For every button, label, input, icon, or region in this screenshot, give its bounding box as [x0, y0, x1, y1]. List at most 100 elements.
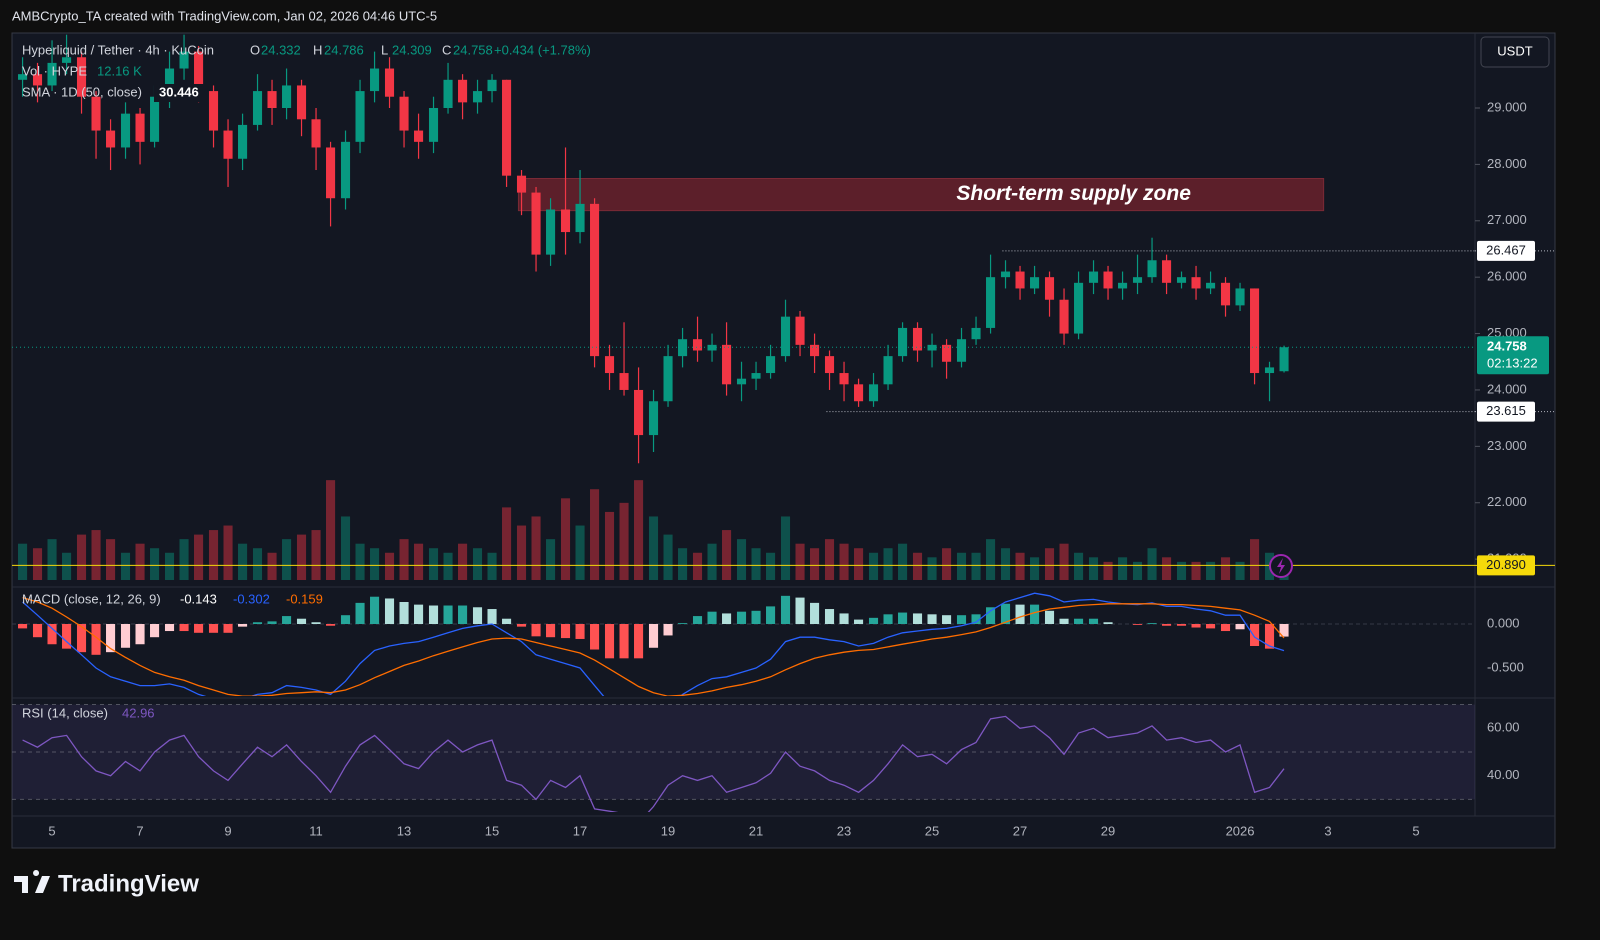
macd-histogram-bar	[516, 624, 527, 627]
candle-body	[164, 68, 175, 97]
macd-histogram-bar	[707, 611, 717, 624]
ohlc-value: 24.758	[453, 42, 493, 57]
level-label-box	[1477, 555, 1535, 576]
macd-histogram-bar	[340, 615, 351, 624]
currency-button[interactable]	[1480, 36, 1550, 68]
price-pane: Short-term supply zone	[12, 34, 1475, 580]
candle-body	[62, 57, 72, 63]
x-tick-label: 9	[224, 823, 231, 838]
macd-histogram-bar	[194, 624, 204, 633]
macd-histogram-bar	[384, 598, 395, 624]
macd-histogram-bar	[18, 624, 28, 629]
macd-histogram-bar	[971, 614, 981, 624]
x-tick-label: 13	[397, 823, 411, 838]
volume-bar	[399, 539, 409, 580]
volume-bar	[487, 552, 497, 580]
volume-bar	[296, 534, 307, 580]
volume-bar	[120, 552, 131, 580]
candle-body	[1162, 260, 1172, 283]
macd-histogram-bar	[780, 595, 791, 624]
volume-bar	[751, 548, 761, 580]
alert-bolt[interactable]	[1277, 558, 1285, 574]
macd-histogram-bar	[106, 624, 116, 653]
candle-body	[91, 96, 101, 131]
volume-bar	[91, 530, 101, 580]
x-tick-label: 23	[837, 823, 851, 838]
volume-bar	[736, 539, 747, 580]
volume-bar	[854, 548, 864, 580]
volume-bar	[135, 543, 145, 580]
candle-body	[443, 79, 453, 109]
macd-histogram-bar	[1074, 618, 1084, 624]
macd-histogram-bar	[1250, 624, 1260, 647]
volume-bar	[722, 530, 732, 580]
candle-body	[604, 356, 615, 374]
symbol: Hyperliquid / Tether · 4h · KuCoin	[22, 42, 214, 57]
volume-bar	[590, 489, 600, 580]
volume-bar	[311, 530, 321, 580]
volume-bar	[956, 552, 967, 580]
candle-body	[414, 130, 424, 142]
brand-icon	[14, 870, 50, 893]
macd-histogram-bar	[854, 619, 864, 624]
currency[interactable]: USDT	[1497, 43, 1532, 58]
volume-bar	[1103, 561, 1113, 580]
candle-body	[1059, 299, 1069, 334]
last-price-box	[1477, 336, 1549, 375]
candle-body	[1191, 277, 1201, 289]
candle-body	[575, 203, 585, 233]
volume-bar	[458, 543, 468, 580]
vol-value: 12.16 K	[97, 63, 142, 78]
volume-bar	[912, 552, 923, 580]
candle-body	[399, 96, 409, 131]
volume-bar	[531, 516, 541, 580]
volume-bar	[1250, 539, 1260, 580]
macd-histogram-bar	[560, 624, 571, 639]
candle-body	[810, 344, 820, 357]
macd-histogram-bar	[267, 621, 277, 624]
macd-histogram-bar	[135, 624, 145, 645]
volume-bar	[942, 548, 952, 580]
macd-histogram-bar	[736, 611, 747, 624]
candle-body	[1103, 271, 1113, 289]
macd-histogram-bar	[824, 609, 835, 624]
macd-histogram-bar	[238, 624, 248, 627]
candle-body	[487, 79, 497, 92]
macd-histogram-bar	[531, 624, 541, 637]
volume-bar	[648, 516, 659, 580]
sma-label: SMA · 1D (50, close)	[22, 84, 142, 99]
candle-body	[502, 79, 512, 176]
macd-line	[22, 592, 1285, 696]
volume-bar	[1132, 561, 1143, 580]
volume-bar	[516, 525, 527, 580]
volume-bar	[986, 539, 996, 580]
candle-body	[472, 91, 483, 103]
signal-value: -0.159	[286, 591, 323, 606]
candle-body	[1118, 282, 1128, 289]
volume-bar	[1191, 561, 1201, 580]
macd-histogram-bar	[1176, 624, 1187, 626]
candle-body	[766, 356, 776, 374]
x-tick-label: 11	[309, 823, 323, 838]
alert-icon[interactable]	[1269, 554, 1293, 578]
volume-bar	[692, 552, 703, 580]
candle-body	[839, 373, 849, 385]
macd-histogram-bar	[575, 624, 585, 639]
macd-histogram-bar	[1044, 610, 1055, 624]
brand-logo: TradingView	[14, 870, 199, 897]
macd-histogram-bar	[458, 605, 468, 624]
x-tick-label: 21	[749, 823, 763, 838]
volume-bar	[164, 552, 175, 580]
macd-histogram-bar	[252, 622, 263, 624]
x-tick-label: 17	[573, 823, 587, 838]
macd-histogram-bar	[1206, 624, 1216, 629]
candle-body	[795, 316, 805, 345]
rsi-tick-label: 40.00	[1487, 767, 1520, 782]
volume-bar	[678, 548, 688, 580]
rsi-line	[22, 715, 1285, 812]
candle-body	[1176, 277, 1187, 283]
volume-bar	[1235, 561, 1245, 580]
macd-histogram-bar	[751, 610, 761, 624]
volume-bar	[282, 539, 292, 580]
